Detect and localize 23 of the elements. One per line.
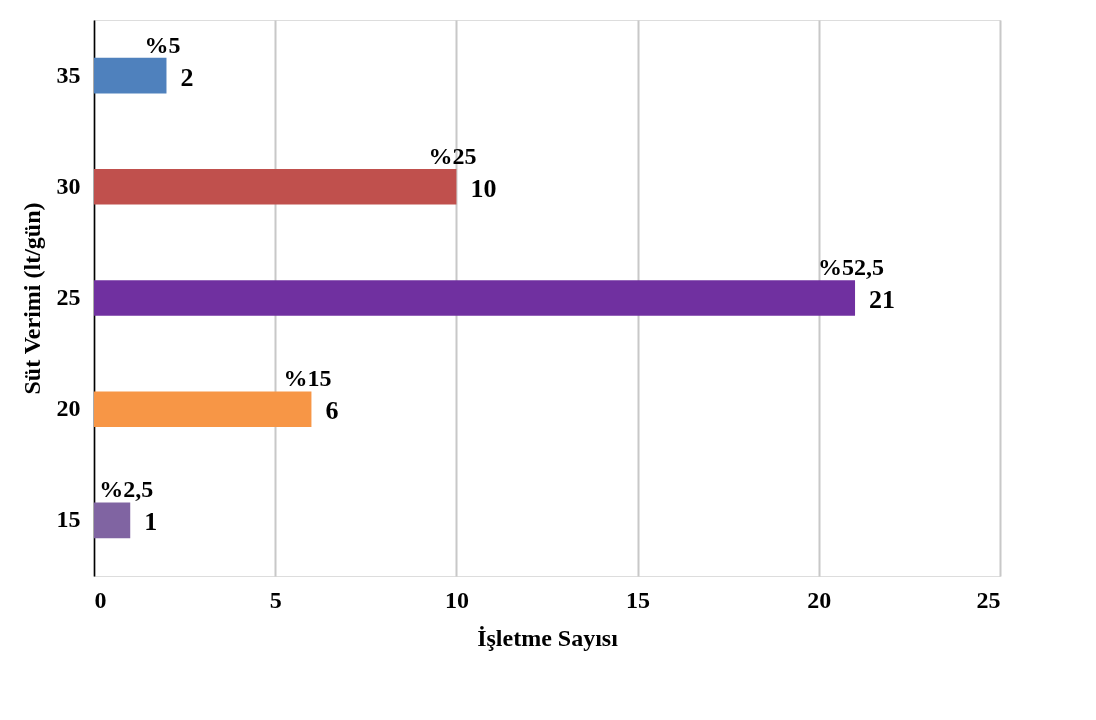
annotation: %15 (283, 365, 332, 392)
data-label: 21 (869, 285, 896, 314)
annotation: %52,5 (818, 254, 885, 280)
x-tick-label: 20 (807, 586, 832, 613)
data-label: 10 (470, 173, 497, 203)
data-label: 2 (180, 62, 194, 92)
x-axis-title: İşletme Sayısı (477, 624, 619, 651)
x-tick-label: 10 (444, 586, 469, 613)
x-tick-label: 0 (94, 586, 107, 613)
y-tick-label: 25 (56, 284, 81, 310)
data-label: 1 (144, 507, 158, 537)
y-tick-label: 35 (56, 61, 81, 88)
x-tick-label: 15 (626, 586, 651, 613)
y-tick-label: 15 (56, 506, 81, 533)
y-axis-title: Süt Verimi (lt/gün) (18, 202, 45, 395)
y-tick-label: 20 (56, 395, 81, 422)
annotation: %5 (144, 31, 181, 58)
annotation: %2,5 (99, 476, 154, 503)
x-tick-label: 25 (976, 586, 1001, 613)
y-tick-label: 30 (56, 172, 81, 199)
x-tick-label: 5 (269, 586, 282, 613)
data-label: 6 (325, 396, 339, 426)
annotation: %25 (428, 142, 477, 169)
